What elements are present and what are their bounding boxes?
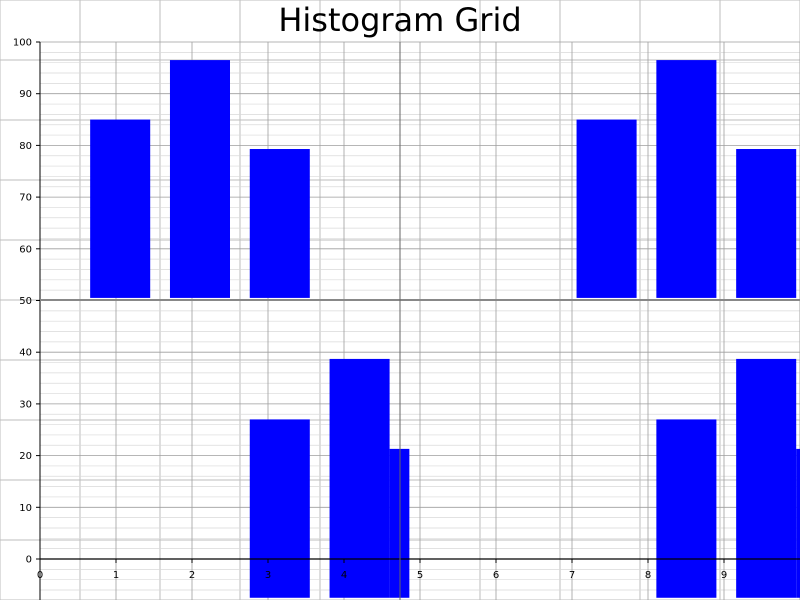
x-tick-label: 6 — [493, 570, 499, 581]
y-tick-label: 90 — [19, 89, 32, 100]
y-tick-label: 80 — [19, 141, 32, 152]
x-tick-label: 5 — [417, 570, 423, 581]
x-tick-label: 7 — [569, 570, 575, 581]
chart-title: Histogram Grid — [278, 1, 521, 39]
bar-lower-0 — [249, 419, 310, 598]
bar-lower-4 — [736, 358, 797, 598]
y-tick-label: 30 — [19, 399, 32, 410]
bar-lower-1 — [329, 358, 390, 598]
bar-upper-2 — [249, 149, 310, 298]
x-tick-label: 1 — [113, 570, 119, 581]
x-tick-label: 9 — [721, 570, 727, 581]
bar-lower-3 — [656, 419, 717, 598]
y-tick-label: 0 — [26, 555, 32, 566]
axes-group — [36, 41, 800, 600]
x-tick-label: 3 — [265, 570, 271, 581]
y-tick-label: 50 — [19, 296, 32, 307]
bars-group — [90, 60, 800, 598]
bar-upper-1 — [169, 60, 230, 298]
x-tick-label: 2 — [189, 570, 195, 581]
x-tick-label: 0 — [37, 570, 43, 581]
x-tick-label: 8 — [645, 570, 651, 581]
tick-labels: 0 10 20 30 40 50 60 70 80 90 100 0 1 2 3 4 5 6 7 8 9 — [13, 38, 727, 582]
bar-lower-5 — [796, 448, 800, 598]
bar-upper-0 — [90, 119, 151, 298]
bar-upper-5 — [736, 149, 797, 298]
bar-lower-2 — [389, 448, 410, 598]
y-tick-label: 70 — [19, 193, 32, 204]
bar-upper-3 — [576, 119, 637, 298]
y-tick-label: 60 — [19, 244, 32, 255]
bar-upper-4 — [656, 60, 717, 298]
y-tick-label: 100 — [13, 38, 32, 49]
y-tick-label: 20 — [19, 451, 32, 462]
y-tick-label: 40 — [19, 348, 32, 359]
x-tick-label: 4 — [341, 570, 347, 581]
y-tick-label: 10 — [19, 503, 32, 514]
